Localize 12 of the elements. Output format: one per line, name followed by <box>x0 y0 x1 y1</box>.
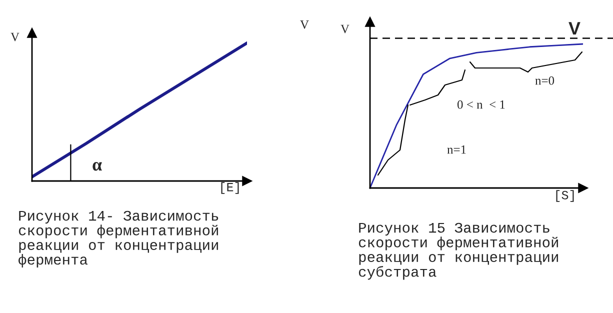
ref-line-label: V <box>568 22 580 34</box>
x-axis-title: [E] <box>221 182 239 194</box>
y-axis-title: V <box>340 24 350 34</box>
annotation: 0 < n < 1 <box>457 100 505 109</box>
annotation: α <box>92 162 102 171</box>
annotation: n=0 <box>535 76 554 85</box>
x-axis-title: [S] <box>556 190 574 202</box>
text: Рисунок 15 Зависимость скорости ферментативной реакции от концентрации субстрата <box>358 222 558 280</box>
y-axis-title: V <box>10 32 20 42</box>
annotation: n=1 <box>447 145 466 154</box>
text: Рисунок 14- Зависимость скорости ферментативной реакции от концентрации фермента <box>18 210 218 268</box>
text: V <box>300 20 309 29</box>
